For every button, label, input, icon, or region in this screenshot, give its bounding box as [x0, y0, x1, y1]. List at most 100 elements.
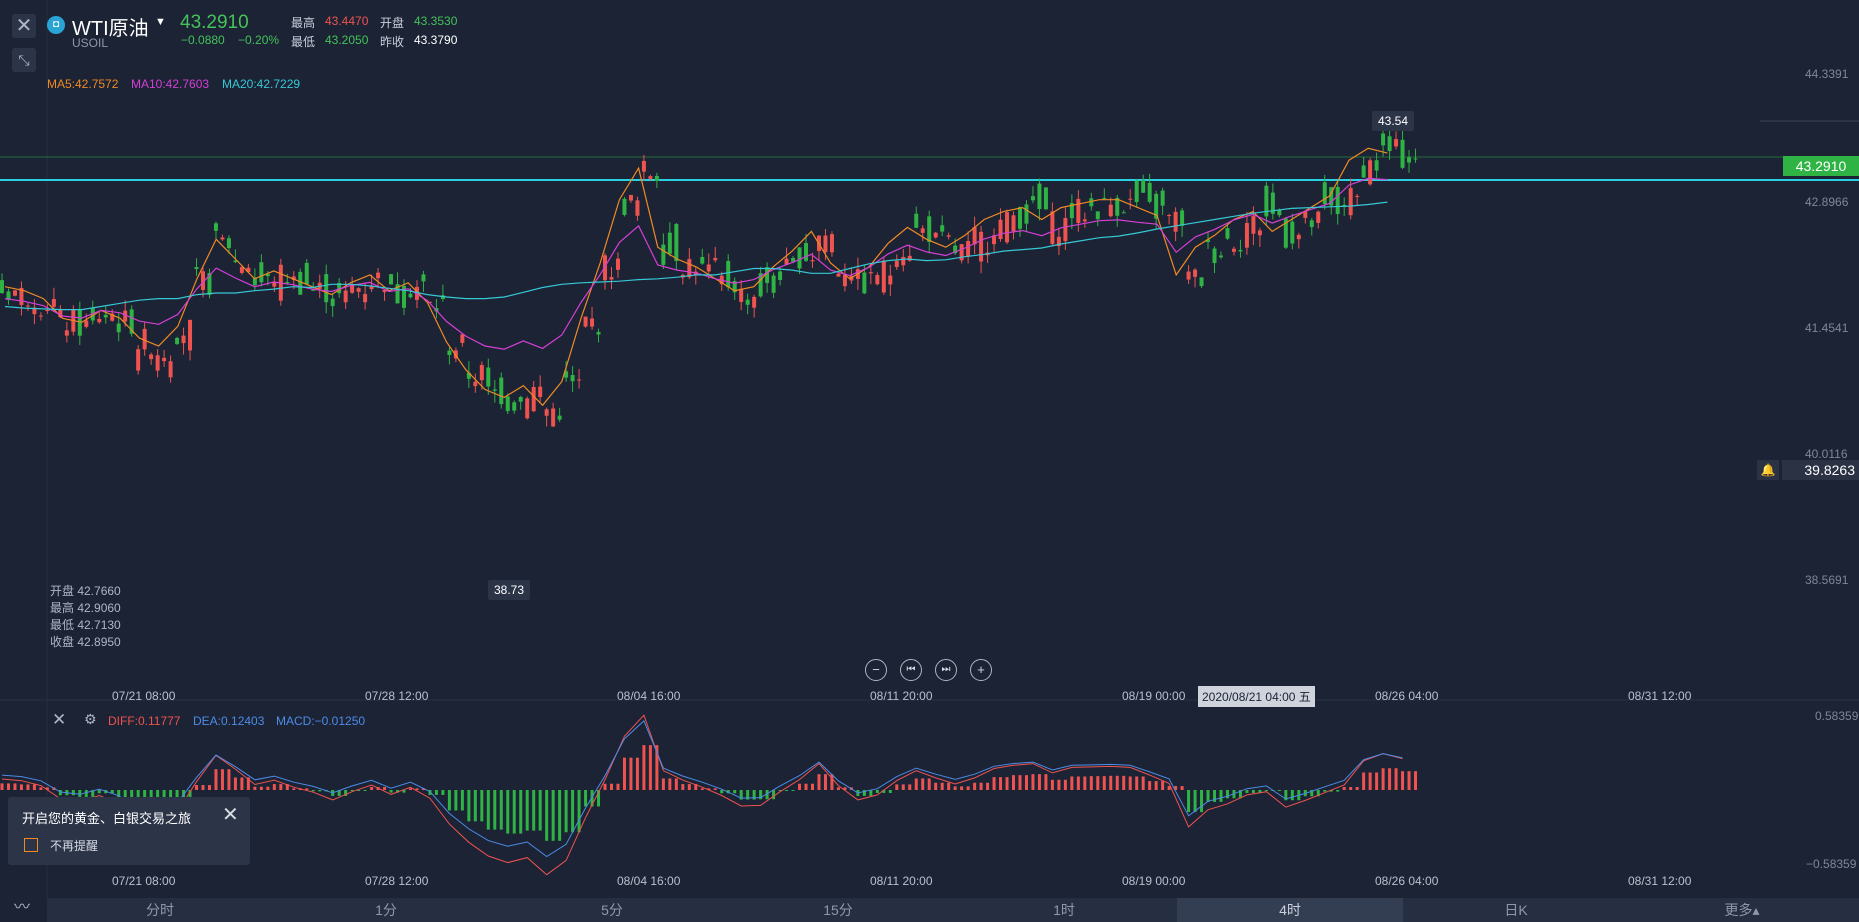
candle-body — [1212, 248, 1217, 264]
tab-more[interactable]: 更多▴ — [1724, 902, 1760, 918]
time-axis-label: 08/31 12:00 — [1628, 689, 1692, 703]
symbol-name[interactable]: WTI原油 — [72, 18, 149, 40]
macd-diff-line — [1, 714, 1403, 876]
macd-histogram-bar — [1394, 768, 1398, 790]
indicator-icon[interactable]: 〰 — [14, 899, 31, 916]
candle-body — [350, 284, 355, 293]
candle-body — [544, 409, 549, 416]
tab-5min[interactable]: 5分 — [601, 902, 623, 918]
candle-body — [622, 198, 627, 215]
timeframe-tabbar: 分时 1分 5分 15分 1时 4时 日K 更多▴ — [47, 898, 1859, 922]
macd-histogram-bar — [97, 790, 101, 794]
macd-histogram-bar — [1122, 775, 1126, 790]
symbol-dropdown-icon[interactable]: ▼ — [155, 16, 166, 28]
candle-body — [376, 272, 381, 279]
scroll-end-button[interactable]: ⏭ — [935, 659, 957, 681]
candle-body — [1407, 157, 1412, 163]
candle-body — [116, 323, 121, 333]
macd-histogram-bar — [512, 790, 516, 834]
candle-body — [538, 386, 543, 398]
bell-icon[interactable]: 🔔 — [1757, 460, 1779, 480]
macd-histogram-bar — [992, 777, 996, 790]
macd-histogram-bar — [1063, 779, 1067, 790]
candle-body — [1387, 136, 1392, 152]
tab-15min[interactable]: 15分 — [823, 902, 853, 918]
dont-remind-label[interactable]: 不再提醒 — [50, 839, 99, 853]
macd-histogram-bar — [739, 790, 743, 800]
candle-body — [784, 258, 789, 265]
time-axis-label: 08/31 12:00 — [1628, 874, 1692, 888]
close-icon[interactable]: ✕ — [12, 14, 36, 38]
macd-histogram-bar — [875, 790, 879, 793]
candle-body — [175, 337, 180, 344]
candle-body — [1283, 218, 1288, 248]
candle-body — [635, 200, 640, 216]
macd-histogram-bar — [1109, 775, 1113, 790]
zoom-out-button[interactable]: − — [865, 659, 887, 681]
macd-histogram-bar — [428, 790, 432, 795]
candle-body — [557, 415, 562, 420]
tab-timeshare[interactable]: 分时 — [146, 902, 174, 918]
macd-histogram-bar — [882, 790, 886, 793]
candle-body — [810, 260, 815, 262]
candle-body — [914, 213, 919, 228]
macd-histogram-bar — [843, 787, 847, 790]
candle-body — [674, 223, 679, 261]
candle-body — [596, 331, 601, 335]
candle-body — [512, 402, 517, 411]
candle-body — [1303, 211, 1308, 218]
candle-body — [661, 244, 666, 265]
candle-body — [778, 271, 783, 280]
macd-histogram-bar — [1290, 790, 1294, 801]
candle-body — [992, 235, 997, 245]
alert-price-tag[interactable]: 39.8263 — [1782, 460, 1859, 480]
macd-histogram-bar — [1407, 771, 1411, 790]
dont-remind-checkbox[interactable] — [24, 838, 38, 852]
tab-daily[interactable]: 日K — [1504, 902, 1528, 918]
macd-histogram-bar — [383, 787, 387, 790]
macd-histogram-bar — [467, 790, 471, 822]
tab-1hour[interactable]: 1时 — [1053, 902, 1075, 918]
tab-4hour[interactable]: 4时 — [1177, 898, 1403, 922]
macd-histogram-bar — [1381, 768, 1385, 790]
macd-histogram-bar — [389, 790, 393, 793]
macd-histogram-bar — [91, 790, 95, 797]
close-indicator-icon[interactable]: ✕ — [52, 710, 67, 729]
macd-histogram-bar — [869, 790, 873, 796]
candle-body — [1050, 211, 1055, 244]
tab-1min[interactable]: 1分 — [375, 902, 397, 918]
macd-axis-top: 0.58359 — [1815, 709, 1859, 723]
candle-body — [499, 377, 504, 405]
macd-histogram-bar — [940, 782, 944, 790]
candle-body — [1296, 234, 1301, 240]
candle-body — [1225, 228, 1230, 239]
expand-icon[interactable]: ⤡ — [12, 48, 36, 72]
macd-histogram-bar — [473, 790, 477, 822]
scroll-start-button[interactable]: ⏮ — [900, 659, 922, 681]
macd-histogram-bar — [772, 790, 776, 800]
candle-body — [518, 397, 523, 402]
time-axis-label: 08/26 04:00 — [1375, 874, 1439, 888]
macd-histogram-bar — [1316, 790, 1320, 797]
low-value: 43.2050 — [325, 33, 369, 47]
candle-body — [162, 357, 167, 362]
macd-dea: DEA:0.12403 — [193, 714, 265, 728]
candle-body — [1199, 277, 1204, 287]
macd-histogram-bar — [123, 790, 127, 798]
macd-histogram-bar — [460, 790, 464, 811]
macd-histogram-bar — [318, 790, 322, 792]
time-axis-label: 08/26 04:00 — [1375, 689, 1439, 703]
candle-body — [564, 371, 569, 378]
candle-body — [1011, 215, 1016, 232]
macd-histogram-bar — [253, 786, 257, 790]
close-icon[interactable]: ✕ — [222, 804, 239, 826]
gear-icon[interactable]: ⚙ — [84, 711, 97, 727]
macd-histogram-bar — [979, 782, 983, 790]
macd-histogram-bar — [6, 783, 10, 790]
zoom-in-button[interactable]: + — [970, 659, 992, 681]
candle-body — [1043, 187, 1048, 210]
macd-histogram-bar — [402, 790, 406, 793]
candle-body — [12, 290, 17, 296]
candle-body — [1277, 209, 1282, 216]
